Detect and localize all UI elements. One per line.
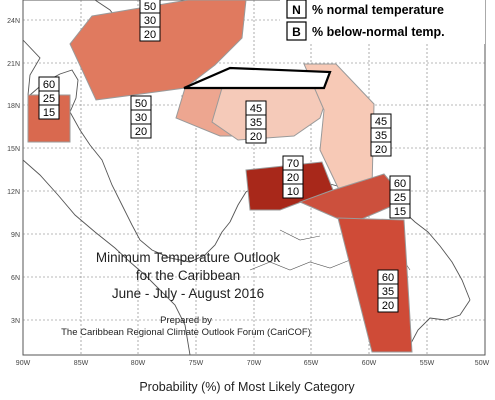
x-tick-label: 90W (16, 360, 31, 367)
y-tick-label: 6N (11, 275, 20, 282)
x-tick-label: 75W (189, 360, 204, 367)
prob-above: 60 (382, 272, 394, 284)
x-tick-label: 50W (475, 360, 490, 367)
x-tick-label: 55W (420, 360, 435, 367)
region-bahamas (69, 0, 247, 101)
region-guianas (337, 217, 413, 353)
prob-below: 20 (135, 126, 147, 138)
prob-normal: 30 (144, 15, 156, 27)
prob-box-lesser-antilles: 45 35 20 (370, 113, 392, 157)
prob-box-belize-yucatan: 60 25 15 (38, 76, 60, 120)
prob-below: 10 (287, 186, 299, 198)
prob-box-guianas: 60 35 20 (377, 269, 399, 313)
map-subtitle: for the Caribbean (136, 268, 240, 283)
organization: The Caribbean Regional Climate Outlook F… (61, 327, 311, 338)
legend-background (280, 0, 485, 44)
prob-box-greater-antilles: 50 30 20 (130, 95, 152, 139)
region-unshaded-band (183, 66, 332, 90)
y-axis-labels: 24N 21N 18N 15N 12N 9N 6N 3N (7, 18, 20, 325)
prob-below: 20 (144, 29, 156, 41)
prob-cell (130, 123, 152, 139)
y-tick-label: 15N (7, 146, 20, 153)
prob-below: 15 (394, 206, 406, 218)
prob-cell (139, 26, 161, 42)
y-tick-label: 21N (7, 61, 20, 68)
legend-key-box (286, 0, 307, 19)
x-tick-label: 60W (362, 360, 377, 367)
prob-above: 60 (394, 178, 406, 190)
figure-caption: Probability (%) of Most Likely Category (139, 380, 355, 394)
x-axis-labels: 90W 85W 80W 75W 70W 65W 60W 55W 50W (16, 360, 490, 367)
prob-normal: 25 (43, 93, 55, 105)
prob-above: 50 (135, 98, 147, 110)
pacific-coast (23, 159, 191, 355)
prob-normal: 35 (382, 286, 394, 298)
prob-cell (282, 183, 304, 199)
prob-box-northern-caribbean-sea: 45 35 20 (245, 100, 267, 144)
x-tick-label: 80W (131, 360, 146, 367)
map-title: Minimum Temperature Outlook (96, 250, 281, 265)
prob-normal: 20 (287, 172, 299, 184)
prob-normal: 25 (394, 192, 406, 204)
region-trinidad-venezuela (298, 173, 407, 225)
prob-box-southern-caribbean: 70 20 10 (282, 155, 304, 199)
prob-above: 70 (287, 158, 299, 170)
prob-above: 50 (144, 1, 156, 13)
prob-cell (38, 104, 60, 120)
prob-below: 20 (382, 300, 394, 312)
y-tick-label: 24N (7, 18, 20, 25)
legend: N % normal temperature B % below-normal … (280, 0, 485, 44)
prob-box-bahamas: 50 30 20 (139, 0, 161, 42)
probability-boxes: 50 30 20 50 30 20 60 25 15 45 35 20 (38, 0, 411, 313)
prob-normal: 30 (135, 112, 147, 124)
y-tick-label: 18N (7, 103, 20, 110)
map-title-block: Minimum Temperature Outlook for the Cari… (61, 250, 311, 338)
map-period: June - July - August 2016 (112, 286, 264, 301)
y-tick-label: 12N (7, 189, 20, 196)
prob-box-trinidad-venezuela: 60 25 15 (389, 175, 411, 219)
prepared-by: Prepared by (160, 315, 212, 326)
prob-normal: 35 (250, 117, 262, 129)
y-tick-label: 3N (11, 318, 20, 325)
legend-label-normal: % normal temperature (312, 3, 444, 17)
prob-above: 60 (43, 79, 55, 91)
x-tick-label: 65W (304, 360, 319, 367)
prob-cell (377, 297, 399, 313)
prob-above: 45 (375, 116, 387, 128)
legend-label-below: % below-normal temp. (312, 25, 445, 39)
gulf-mexico-coast (23, 39, 41, 96)
guianas-coast (401, 209, 471, 301)
prob-cell (389, 203, 411, 219)
prob-normal: 35 (375, 130, 387, 142)
prob-below: 15 (43, 107, 55, 119)
prob-cell (245, 128, 267, 144)
prob-above: 45 (250, 103, 262, 115)
amazon-coast (409, 299, 471, 346)
prob-below: 20 (250, 131, 262, 143)
prob-below: 20 (375, 144, 387, 156)
central-america-coast (69, 111, 231, 263)
legend-key-below: B (292, 25, 301, 39)
legend-key-normal: N (292, 3, 301, 17)
legend-key-box (286, 21, 307, 41)
prob-cell (370, 141, 392, 157)
y-tick-label: 9N (11, 232, 20, 239)
x-tick-label: 85W (74, 360, 89, 367)
x-tick-label: 70W (247, 360, 262, 367)
